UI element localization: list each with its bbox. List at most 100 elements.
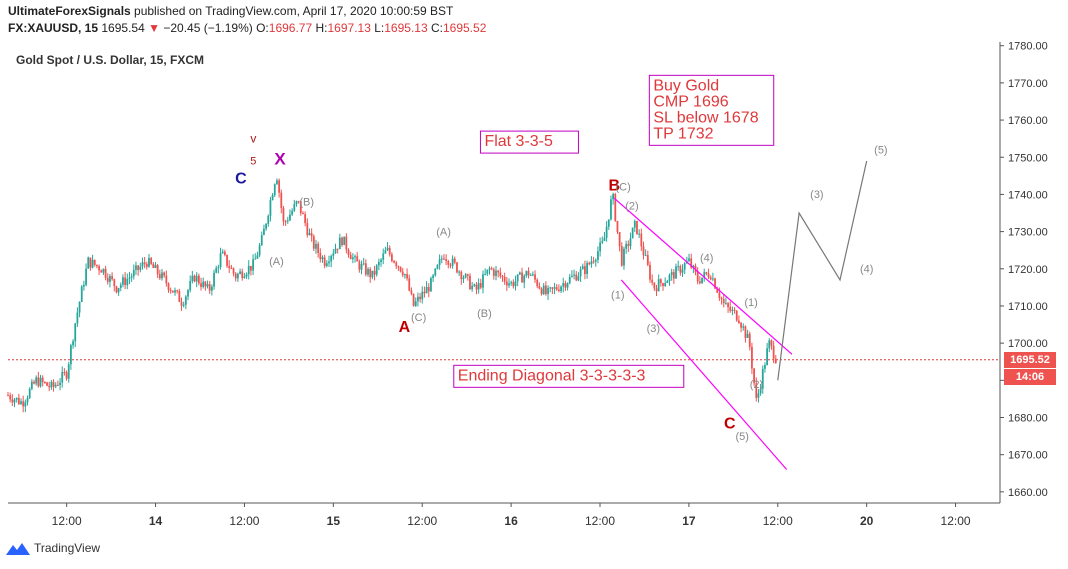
candle-body <box>7 395 9 397</box>
candle-body <box>744 326 747 338</box>
high-value: 1697.13 <box>327 21 371 35</box>
candle-body <box>187 290 189 297</box>
candle-body <box>738 320 740 324</box>
candle-body <box>43 381 46 383</box>
candle-body <box>701 277 703 284</box>
time-tick-label: 20 <box>860 514 874 528</box>
wave-label: X <box>274 150 286 169</box>
candle-body <box>696 272 699 282</box>
annotation-text: Flat 3-3-5 <box>484 133 553 150</box>
candle-body <box>228 265 231 269</box>
candle-body <box>462 277 465 280</box>
candle-body <box>354 256 356 258</box>
candle-body <box>571 275 573 277</box>
candle-body <box>371 270 374 278</box>
candle-body <box>412 293 415 306</box>
candle-body <box>291 210 294 215</box>
candle-body <box>321 257 324 260</box>
candle-body <box>117 288 120 293</box>
candle-body <box>323 257 326 266</box>
candle-body <box>497 270 500 273</box>
candle-body <box>330 255 333 262</box>
price-tick-label: 1660.00 <box>1008 487 1048 499</box>
candle-body <box>427 286 430 292</box>
candle-body <box>458 271 461 273</box>
chart-header: UltimateForexSignals published on Tradin… <box>0 0 1068 40</box>
price-tick-label: 1680.00 <box>1008 412 1048 424</box>
candle-body <box>367 268 369 275</box>
candle-body <box>516 274 519 282</box>
candle-body <box>223 251 226 255</box>
candle-body <box>111 276 114 280</box>
price-tick-label: 1750.00 <box>1008 152 1048 164</box>
candle-body <box>555 287 558 290</box>
candle-body <box>475 284 478 290</box>
candle-body <box>534 274 536 280</box>
candle-body <box>54 384 57 387</box>
candle-body <box>395 262 398 267</box>
candle-body <box>544 285 547 295</box>
candle-body <box>523 275 526 283</box>
candle-body <box>393 260 395 263</box>
last-price: 1695.54 <box>101 21 145 35</box>
candle-body <box>219 253 222 267</box>
symbol-label[interactable]: FX:XAUUSD, 15 <box>8 21 99 35</box>
chart-subtitle: Gold Spot / U.S. Dollar, 15, FXCM <box>16 53 205 67</box>
candle-body <box>226 254 228 266</box>
candle-body <box>347 249 350 255</box>
candle-body <box>610 199 612 220</box>
candle-body <box>154 265 157 268</box>
publish-info: published on TradingView.com, April 17, … <box>130 4 454 18</box>
candle-body <box>141 262 144 267</box>
candle-body <box>746 333 749 338</box>
price-tick-label: 1710.00 <box>1008 301 1048 313</box>
candle-body <box>345 236 348 250</box>
candle-body <box>484 273 487 275</box>
candle-body <box>241 271 244 278</box>
candle-body <box>577 276 580 281</box>
footer-brand[interactable]: TradingView <box>6 541 100 555</box>
time-tick-label: 12:00 <box>941 514 971 528</box>
candle-body <box>670 272 673 276</box>
candle-body <box>742 326 745 328</box>
candle-body <box>315 243 317 249</box>
candle-body <box>122 277 124 285</box>
wave-label: C <box>724 416 736 433</box>
candle-body <box>594 259 597 262</box>
publish-line: UltimateForexSignals published on Tradin… <box>8 4 453 18</box>
candle-body <box>195 275 198 282</box>
candle-body <box>620 246 623 266</box>
candle-body <box>566 283 569 288</box>
wave-label: (4) <box>860 264 873 276</box>
price-tick-label: 1740.00 <box>1008 189 1048 201</box>
candle-body <box>709 277 712 280</box>
candle-body <box>317 243 320 253</box>
price-tick-label: 1670.00 <box>1008 450 1048 462</box>
candle-body <box>150 257 153 264</box>
candle-body <box>599 242 602 252</box>
candle-body <box>26 398 29 403</box>
candle-body <box>473 284 476 286</box>
candle-body <box>430 278 432 292</box>
candle-body <box>529 274 532 276</box>
candle-body <box>514 281 517 287</box>
candle-body <box>536 279 539 287</box>
wave-label: (1) <box>744 297 757 309</box>
candle-body <box>410 290 413 294</box>
candle-body <box>406 274 408 279</box>
candle-body <box>408 278 411 291</box>
publisher-name[interactable]: UltimateForexSignals <box>8 4 131 18</box>
time-tick-label: 16 <box>504 514 518 528</box>
candle-body <box>20 401 22 405</box>
candle-body <box>184 296 187 305</box>
candle-body <box>560 286 562 292</box>
wave-label: (2) <box>750 379 763 391</box>
candle-body <box>349 254 352 260</box>
candle-body <box>126 278 129 286</box>
candle-body <box>573 274 575 276</box>
candle-body <box>729 307 732 311</box>
candle-body <box>104 268 107 278</box>
candle-body <box>501 276 504 278</box>
candle-body <box>477 283 480 290</box>
